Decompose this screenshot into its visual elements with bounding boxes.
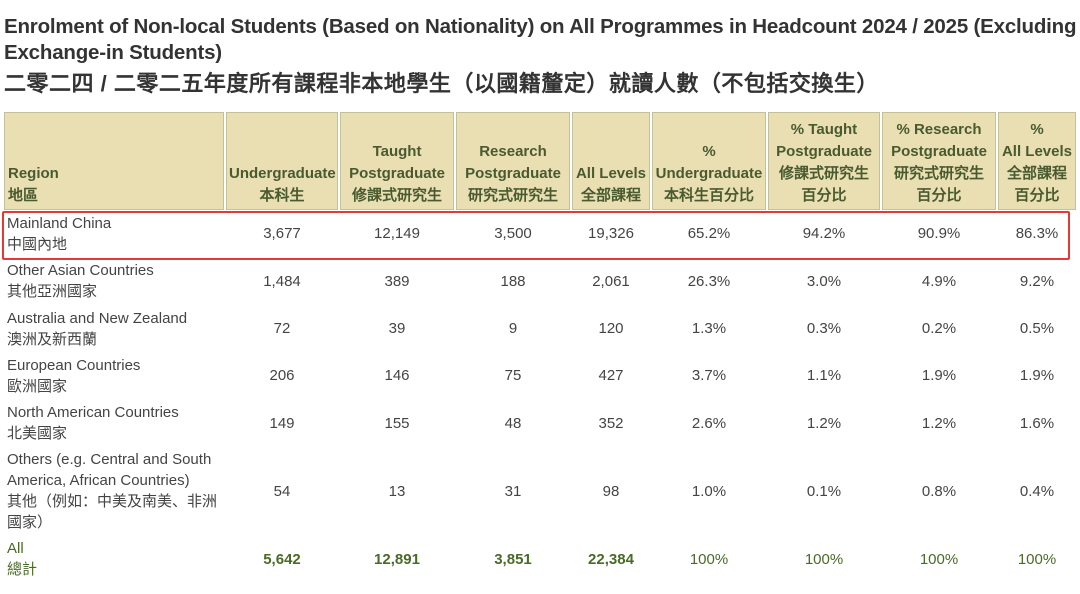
pct-all-levels-cell: 1.9% bbox=[1019, 367, 1055, 384]
pct-undergraduate-cell: 100% bbox=[689, 550, 729, 568]
research-postgraduate-cell: 31 bbox=[504, 482, 522, 500]
research-postgraduate-cell: 188 bbox=[500, 272, 526, 290]
pct-research-postgraduate-cell: 0.2% bbox=[921, 320, 957, 337]
research-postgraduate-cell: 3,500 bbox=[494, 225, 532, 242]
pct-all-levels-cell: 0.5% bbox=[1019, 320, 1055, 337]
region-cell: European Countries 歐洲國家 bbox=[7, 356, 141, 395]
pct-undergraduate-cell: 26.3% bbox=[687, 272, 731, 290]
pct-taught-postgraduate-cell: 94.2% bbox=[802, 225, 846, 242]
region-cell: Australia and New Zealand 澳洲及新西蘭 bbox=[7, 309, 188, 348]
taught-postgraduate-cell: 39 bbox=[388, 320, 406, 337]
pct-taught-postgraduate-cell: 1.1% bbox=[806, 367, 842, 384]
pct-undergraduate-cell: 3.7% bbox=[691, 367, 727, 384]
pct-research-postgraduate-cell: 4.9% bbox=[921, 272, 957, 290]
research-postgraduate-cell: 3,851 bbox=[494, 550, 532, 568]
pct-all-levels-cell: 0.4% bbox=[1019, 482, 1055, 500]
table-row: Mainland China 中國內地 3,677 12,149 3,500 19… bbox=[4, 210, 1076, 257]
pct-research-postgraduate-cell: 0.8% bbox=[921, 482, 957, 500]
col-header-undergraduate: Undergraduate 本科生 bbox=[226, 112, 338, 210]
col-header-pct-undergraduate: % Undergraduate 本科生百分比 bbox=[652, 112, 766, 210]
pct-research-postgraduate-cell: 100% bbox=[919, 550, 959, 568]
taught-postgraduate-cell: 155 bbox=[384, 414, 410, 432]
undergraduate-cell: 72 bbox=[273, 320, 291, 337]
enrolment-table: Region 地區 Undergraduate 本科生 Taught Postgrad… bbox=[2, 112, 1078, 583]
col-header-taught-postgraduate: Taught Postgraduate 修課式研究生 bbox=[340, 112, 454, 210]
region-cell: All 總計 bbox=[7, 540, 38, 578]
pct-taught-postgraduate-cell: 3.0% bbox=[806, 272, 842, 290]
pct-all-levels-cell: 9.2% bbox=[1019, 272, 1055, 290]
undergraduate-cell: 54 bbox=[273, 482, 291, 500]
pct-undergraduate-cell: 1.0% bbox=[691, 482, 727, 500]
undergraduate-cell: 1,484 bbox=[263, 272, 301, 290]
pct-research-postgraduate-cell: 90.9% bbox=[917, 225, 961, 242]
all-levels-cell: 19,326 bbox=[588, 225, 634, 242]
undergraduate-cell: 149 bbox=[269, 414, 295, 432]
undergraduate-cell: 5,642 bbox=[263, 550, 301, 568]
page-title-english: Enrolment of Non-local Students (Based o… bbox=[4, 15, 1077, 64]
pct-undergraduate-cell: 65.2% bbox=[687, 225, 731, 242]
all-levels-cell: 22,384 bbox=[588, 550, 634, 568]
all-levels-cell: 2,061 bbox=[592, 272, 630, 290]
table-row: Other Asian Countries 其他亞洲國家 1,484 389 18… bbox=[4, 257, 1076, 305]
all-levels-cell: 427 bbox=[598, 367, 624, 384]
all-levels-cell: 120 bbox=[598, 320, 624, 337]
region-cell: Other Asian Countries 其他亞洲國家 bbox=[7, 262, 154, 300]
col-header-research-postgraduate: Research Postgraduate 研究式研究生 bbox=[456, 112, 570, 210]
research-postgraduate-cell: 48 bbox=[504, 414, 522, 432]
pct-all-levels-cell: 1.6% bbox=[1019, 414, 1055, 432]
table-row: Australia and New Zealand 澳洲及新西蘭 72 39 9 … bbox=[4, 305, 1076, 352]
research-postgraduate-cell: 9 bbox=[508, 320, 518, 337]
pct-taught-postgraduate-cell: 0.3% bbox=[806, 320, 842, 337]
all-levels-cell: 98 bbox=[602, 482, 620, 500]
pct-undergraduate-cell: 2.6% bbox=[691, 414, 727, 432]
region-cell: North American Countries 北美國家 bbox=[7, 404, 179, 442]
pct-taught-postgraduate-cell: 1.2% bbox=[806, 414, 842, 432]
col-header-pct-research-postgraduate: % Research Postgraduate 研究式研究生 百分比 bbox=[882, 112, 996, 210]
col-header-pct-taught-postgraduate: % Taught Postgraduate 修課式研究生 百分比 bbox=[768, 112, 880, 210]
col-header-all-levels: All Levels 全部課程 bbox=[572, 112, 650, 210]
undergraduate-cell: 3,677 bbox=[263, 225, 301, 242]
research-postgraduate-cell: 75 bbox=[504, 367, 522, 384]
pct-undergraduate-cell: 1.3% bbox=[691, 320, 727, 337]
col-header-region: Region 地區 bbox=[4, 112, 224, 210]
undergraduate-cell: 206 bbox=[269, 367, 295, 384]
pct-all-levels-cell: 86.3% bbox=[1015, 225, 1059, 242]
table-header-row: Region 地區 Undergraduate 本科生 Taught Postgrad… bbox=[4, 112, 1076, 210]
pct-taught-postgraduate-cell: 0.1% bbox=[806, 482, 842, 500]
region-cell: Mainland China 中國內地 bbox=[7, 214, 112, 253]
table-total-row: All 總計 5,642 12,891 3,851 22,384 100% 100… bbox=[4, 535, 1076, 583]
taught-postgraduate-cell: 12,149 bbox=[374, 225, 420, 242]
table-row: Others (e.g. Central and South America, … bbox=[4, 447, 1076, 535]
table-row: North American Countries 北美國家 149 155 48 … bbox=[4, 399, 1076, 447]
page-title-chinese: 二零二四 / 二零二五年度所有課程非本地學生（以國籍釐定）就讀人數（不包括交換生… bbox=[4, 71, 879, 96]
taught-postgraduate-cell: 13 bbox=[388, 482, 406, 500]
pct-taught-postgraduate-cell: 100% bbox=[804, 550, 844, 568]
taught-postgraduate-cell: 12,891 bbox=[374, 550, 420, 568]
table-row: European Countries 歐洲國家 206 146 75 427 3.… bbox=[4, 352, 1076, 399]
pct-research-postgraduate-cell: 1.9% bbox=[921, 367, 957, 384]
taught-postgraduate-cell: 389 bbox=[384, 272, 410, 290]
pct-research-postgraduate-cell: 1.2% bbox=[921, 414, 957, 432]
region-cell: Others (e.g. Central and South America, … bbox=[7, 451, 218, 531]
all-levels-cell: 352 bbox=[598, 414, 624, 432]
col-header-pct-all-levels: % All Levels 全部課程 百分比 bbox=[998, 112, 1076, 210]
pct-all-levels-cell: 100% bbox=[1017, 550, 1057, 568]
taught-postgraduate-cell: 146 bbox=[384, 367, 410, 384]
